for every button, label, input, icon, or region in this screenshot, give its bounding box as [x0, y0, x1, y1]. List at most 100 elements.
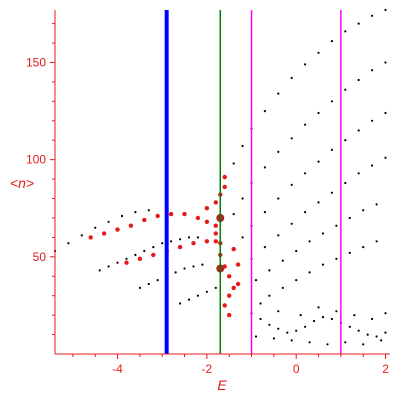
- data-point: [330, 100, 333, 103]
- data-point: [321, 263, 325, 266]
- data-point: [134, 253, 137, 256]
- data-point: [268, 294, 271, 297]
- data-point: [272, 337, 275, 340]
- data-point: [235, 281, 241, 287]
- data-point: [263, 166, 266, 169]
- data-point: [299, 314, 302, 317]
- data-point: [375, 335, 378, 338]
- vertical-lines: [164, 10, 342, 354]
- data-point: [179, 302, 182, 305]
- data-point: [344, 341, 347, 344]
- data-point: [94, 226, 97, 229]
- data-point: [384, 8, 387, 12]
- data-point: [357, 172, 360, 175]
- data-point: [227, 274, 232, 279]
- data-point: [357, 22, 360, 25]
- data-point: [344, 181, 347, 185]
- data-point: [330, 148, 333, 151]
- data-point: [227, 312, 232, 318]
- data-point: [366, 333, 369, 336]
- data-point: [88, 235, 93, 240]
- data-point: [384, 61, 387, 64]
- data-point: [196, 294, 199, 297]
- data-point: [375, 240, 378, 243]
- data-point: [357, 78, 360, 82]
- data-point: [161, 242, 164, 245]
- data-point: [232, 162, 235, 165]
- data-point: [263, 246, 266, 249]
- data-point: [155, 213, 160, 219]
- data-point: [187, 236, 191, 239]
- data-point: [304, 325, 307, 328]
- data-point: [362, 246, 365, 249]
- data-point: [201, 263, 204, 266]
- data-point: [204, 219, 210, 224]
- data-point: [384, 156, 387, 159]
- data-point: [222, 303, 227, 308]
- data-point: [259, 317, 262, 321]
- data-point: [124, 260, 129, 265]
- data-point: [138, 286, 141, 289]
- data-point: [348, 325, 351, 328]
- data-point: [152, 246, 155, 249]
- data-point: [335, 257, 338, 260]
- data-point: [290, 76, 293, 80]
- data-point: [120, 214, 124, 218]
- data-point: [371, 69, 374, 72]
- data-point: [214, 286, 217, 289]
- data-point: [290, 222, 293, 225]
- data-point: [107, 220, 110, 223]
- data-point: [317, 51, 320, 54]
- data-point: [101, 231, 107, 236]
- data-point: [330, 191, 333, 194]
- data-point: [156, 279, 159, 282]
- data-point: [205, 290, 208, 293]
- data-point: [371, 164, 374, 167]
- data-point: [168, 211, 174, 217]
- data-point: [277, 310, 280, 313]
- data-point: [290, 137, 293, 140]
- y-tick-label: 50: [33, 250, 47, 264]
- data-point: [335, 310, 338, 313]
- data-point: [235, 262, 241, 267]
- data-point: [241, 236, 244, 239]
- data-point: [80, 234, 83, 237]
- data-point: [308, 341, 311, 344]
- data-point: [317, 201, 320, 204]
- data-point: [177, 244, 183, 250]
- data-point: [125, 257, 128, 260]
- data-point: [268, 323, 271, 326]
- data-point: [281, 259, 284, 262]
- x-tick-label: -2: [202, 362, 213, 376]
- data-point: [231, 285, 236, 291]
- data-point: [204, 239, 210, 244]
- x-axis-label: E: [217, 377, 227, 393]
- data-point: [204, 206, 210, 211]
- data-point: [196, 236, 199, 239]
- data-point: [142, 217, 147, 223]
- data-point: [116, 261, 119, 264]
- data-point: [344, 30, 347, 33]
- data-point: [317, 306, 320, 309]
- data-point: [357, 329, 360, 332]
- data-point: [107, 265, 110, 268]
- data-point: [371, 119, 374, 122]
- y-tick-label: 150: [26, 55, 46, 69]
- data-point: [254, 335, 258, 338]
- data-point: [213, 239, 218, 244]
- data-point: [348, 216, 351, 220]
- data-point: [362, 209, 365, 212]
- y-axis-label: <n>: [10, 175, 34, 191]
- data-point: [277, 327, 280, 330]
- data-point: [304, 211, 307, 214]
- data-point: [67, 242, 70, 245]
- x-tick-label: -4: [112, 362, 123, 376]
- data-point: [317, 160, 320, 163]
- data-point: [277, 150, 280, 153]
- data-point: [344, 88, 347, 91]
- data-point: [371, 317, 374, 321]
- data-point: [98, 269, 101, 272]
- data-point: [290, 183, 293, 186]
- data-point: [179, 238, 182, 241]
